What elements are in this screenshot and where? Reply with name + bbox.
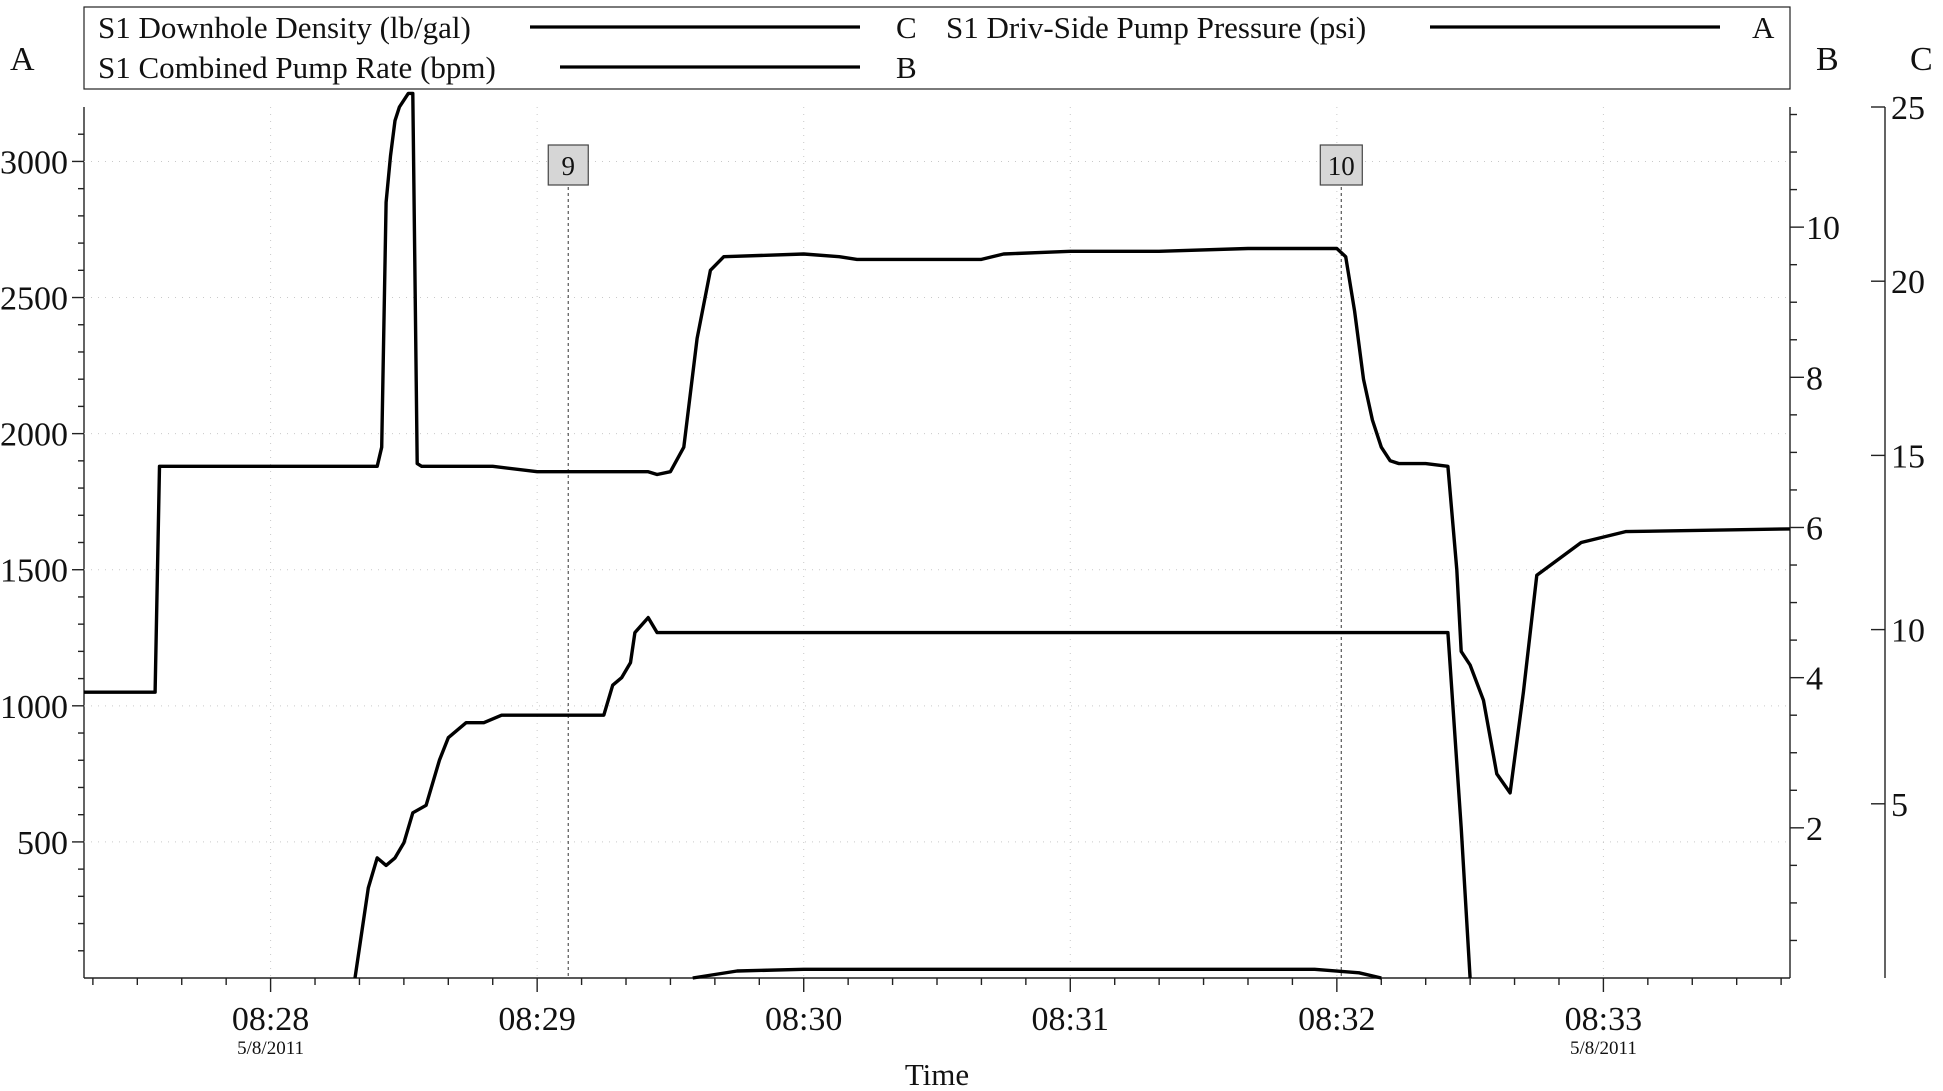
event-marker-label: 9 xyxy=(562,151,576,181)
series-line-a xyxy=(84,91,1791,795)
x-tick-label: 08:29 xyxy=(498,1001,575,1038)
series-line-b xyxy=(353,615,1472,979)
legend: S1 Downhole Density (lb/gal) C S1 Driv-S… xyxy=(83,6,1791,90)
y-c-tick-label: 10 xyxy=(1891,613,1925,650)
y-b-tick-label: 6 xyxy=(1806,510,1823,547)
legend-entry-axis: C xyxy=(896,10,917,45)
event-marker-box xyxy=(547,144,589,186)
y-b-tick-label: 4 xyxy=(1806,661,1823,698)
legend-entry-name: S1 Combined Pump Rate (bpm) xyxy=(98,50,496,85)
x-tick-label: 08:33 xyxy=(1565,1001,1642,1038)
y-a-tick-label: 3000 xyxy=(0,144,68,181)
legend-box xyxy=(83,6,1791,90)
x-tick-label: 08:32 xyxy=(1298,1001,1375,1038)
x-tick-label: 08:30 xyxy=(765,1001,842,1038)
y-b-tick-label: 10 xyxy=(1806,210,1840,247)
axis-a-letter: A xyxy=(10,41,35,78)
y-c-tick-label: 20 xyxy=(1891,264,1925,301)
x-tick-label: 08:31 xyxy=(1032,1001,1109,1038)
y-a-tick-label: 1500 xyxy=(0,553,68,590)
axis-b-letter: B xyxy=(1816,41,1839,78)
y-c-tick-label: 25 xyxy=(1891,90,1925,127)
series-group xyxy=(84,91,1791,980)
event-marker-label: 10 xyxy=(1328,151,1355,181)
y-c-tick-label: 5 xyxy=(1891,787,1908,824)
legend-entry-name: S1 Downhole Density (lb/gal) xyxy=(98,10,471,45)
y-b-tick-label: 2 xyxy=(1806,811,1823,848)
y-a-tick-label: 500 xyxy=(17,825,68,862)
legend-entry-name: S1 Driv-Side Pump Pressure (psi) xyxy=(946,10,1366,45)
x-tick-date: 5/8/2011 xyxy=(1570,1038,1637,1059)
y-b-tick-label: 8 xyxy=(1806,360,1823,397)
legend-entry-axis: A xyxy=(1752,10,1775,45)
grid xyxy=(84,107,1790,978)
y-a-tick-label: 2500 xyxy=(0,281,68,318)
axis-c-letter: C xyxy=(1910,41,1933,78)
events: 9 10 xyxy=(547,144,1363,978)
x-axis-label: Time xyxy=(905,1057,969,1091)
x-tick-date: 5/8/2011 xyxy=(237,1038,304,1059)
series-line-c xyxy=(692,967,1382,980)
y-a-tick-label: 1000 xyxy=(0,689,68,726)
event-marker-box xyxy=(1319,144,1363,186)
y-c-tick-label: 15 xyxy=(1891,438,1925,475)
legend-entry-axis: B xyxy=(896,50,917,85)
x-tick-label: 08:28 xyxy=(232,1001,309,1038)
y-a-tick-label: 2000 xyxy=(0,417,68,454)
